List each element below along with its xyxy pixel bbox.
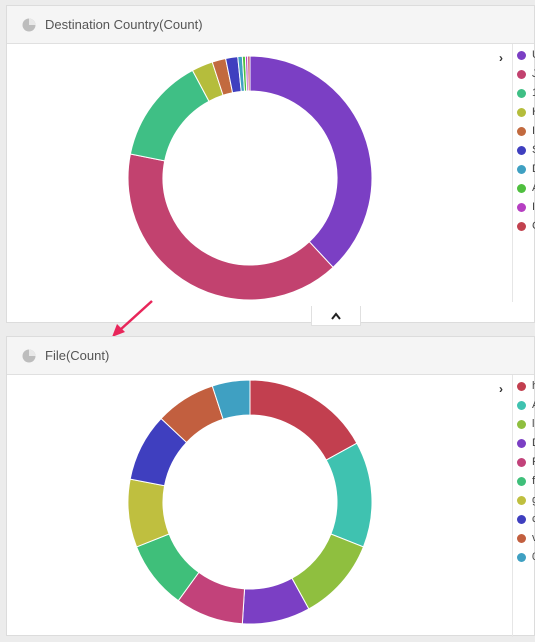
pie-chart-icon: [22, 349, 36, 362]
legend-label: D: [532, 437, 535, 449]
legend-swatch: [517, 457, 526, 467]
legend-item[interactable]: J: [517, 67, 535, 81]
legend-item[interactable]: c: [517, 512, 535, 526]
legend-item[interactable]: l: [517, 417, 535, 431]
annotation-arrow: [112, 300, 153, 337]
legend-label: A: [532, 182, 535, 194]
legend: › UJ1HISDAIC: [499, 44, 535, 302]
legend-swatch: [517, 438, 526, 448]
legend-item[interactable]: C: [517, 219, 535, 233]
legend-label: A: [532, 399, 535, 411]
legend-item[interactable]: h: [517, 379, 535, 393]
legend-swatch: [517, 533, 526, 543]
legend-label: h: [532, 380, 535, 392]
legend-swatch: [517, 552, 526, 562]
legend-item[interactable]: S: [517, 143, 535, 157]
donut-slice[interactable]: [249, 55, 373, 269]
legend-item[interactable]: A: [517, 398, 535, 412]
legend-swatch: [517, 126, 526, 136]
legend-label: g: [532, 494, 535, 506]
legend-label: fi: [532, 475, 535, 487]
legend-label: l: [532, 418, 535, 430]
legend-swatch: [517, 69, 526, 79]
legend-label: H: [532, 106, 535, 118]
legend-label: 1: [532, 87, 535, 99]
legend-item[interactable]: I: [517, 124, 535, 138]
legend-swatch: [517, 495, 526, 505]
chevron-up-icon: [331, 312, 341, 320]
panel-header[interactable]: File(Count): [7, 337, 534, 375]
legend-swatch: [517, 400, 526, 410]
legend-item[interactable]: g: [517, 493, 535, 507]
legend-swatch: [517, 514, 526, 524]
panel-header[interactable]: Destination Country(Count): [7, 6, 534, 44]
legend: › hAlDFfi gcv 0: [499, 375, 535, 637]
legend-item[interactable]: D: [517, 436, 535, 450]
legend-label: S: [532, 144, 535, 156]
donut-slice[interactable]: [325, 442, 373, 548]
legend-swatch: [517, 476, 526, 486]
legend-item[interactable]: 1: [517, 86, 535, 100]
legend-label: J: [532, 68, 535, 80]
donut-slice[interactable]: [127, 153, 334, 301]
legend-swatch: [517, 107, 526, 117]
panel-destination-country: Destination Country(Count) › UJ1HISDAIC: [6, 5, 535, 326]
legend-label: v: [532, 532, 535, 544]
collapse-button[interactable]: [311, 306, 361, 326]
legend-item[interactable]: I: [517, 200, 535, 214]
legend-label: 0: [532, 551, 535, 563]
legend-swatch: [517, 88, 526, 98]
legend-item[interactable]: v: [517, 531, 535, 545]
legend-swatch: [517, 202, 526, 212]
panel-title: Destination Country(Count): [45, 17, 203, 32]
legend-label: c: [532, 513, 535, 525]
legend-item[interactable]: A: [517, 181, 535, 195]
chevron-right-icon[interactable]: ›: [499, 51, 503, 65]
legend-swatch: [517, 164, 526, 174]
donut-slice[interactable]: [247, 55, 251, 92]
donut-slice[interactable]: [127, 478, 170, 548]
legend-item[interactable]: 0: [517, 550, 535, 564]
legend-label: I: [532, 125, 535, 137]
legend-swatch: [517, 183, 526, 193]
legend-swatch: [517, 419, 526, 429]
legend-item[interactable]: fi: [517, 474, 535, 488]
legend-swatch: [517, 221, 526, 231]
legend-swatch: [517, 50, 526, 60]
legend-item[interactable]: U: [517, 48, 535, 62]
legend-item[interactable]: F: [517, 455, 535, 469]
legend-swatch: [517, 381, 526, 391]
donut-slice[interactable]: [249, 379, 358, 461]
panel-file: File(Count) › hAlDFfi gcv 0: [6, 336, 535, 637]
pie-chart-icon: [22, 18, 36, 31]
donut-chart-destination-country[interactable]: [7, 44, 514, 302]
chevron-right-icon[interactable]: ›: [499, 382, 503, 396]
donut-chart-file[interactable]: [7, 375, 514, 637]
legend-item[interactable]: D: [517, 162, 535, 176]
legend-swatch: [517, 145, 526, 155]
donut-slice[interactable]: [129, 69, 210, 162]
legend-label: D: [532, 163, 535, 175]
donut-slice[interactable]: [211, 379, 251, 420]
legend-label: F: [532, 456, 535, 468]
legend-label: I: [532, 201, 535, 213]
legend-label: U: [532, 49, 535, 61]
legend-item[interactable]: H: [517, 105, 535, 119]
legend-label: C: [532, 220, 535, 232]
panel-title: File(Count): [45, 348, 110, 363]
